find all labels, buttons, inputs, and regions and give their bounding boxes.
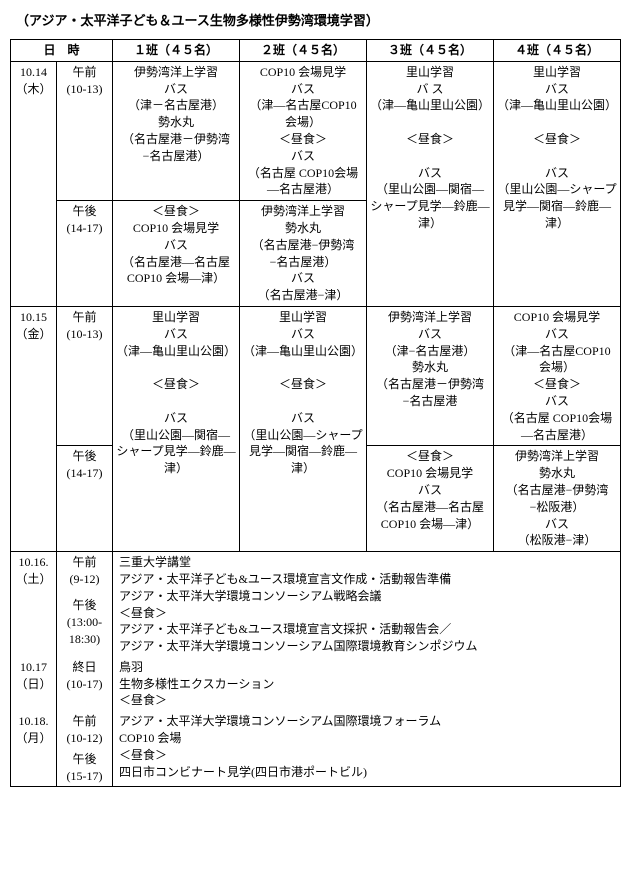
head-g1: １班（４５名） xyxy=(113,40,240,62)
head-datetime: 日 時 xyxy=(11,40,113,62)
cell-1018-body: アジア・太平洋大学環境コンソーシアム国際環境フォーラムCOP10 会場＜昼食＞四… xyxy=(113,711,621,787)
page-title: （アジア・太平洋子ども＆ユース生物多様性伊勢湾環境学習） xyxy=(10,10,621,29)
cell-1014-g1-am: 伊勢湾洋上学習バス（津－名古屋港）勢水丸（名古屋港－伊勢湾−名古屋港） xyxy=(113,61,240,200)
row-1017: 10.17（日） 終日(10-17) 鳥羽生物多様性エクスカーション＜昼食＞ xyxy=(11,657,621,711)
date-1018: 10.18.（月） xyxy=(11,711,57,787)
cell-1014-g3: 里山学習バ ス（津―亀山里山公園）＜昼食＞バス（里山公園―関宿―シャープ見学―鈴… xyxy=(366,61,493,306)
time-1018-am: 午前(10-12) xyxy=(57,711,113,749)
cell-1015-g4-pm: 伊勢湾洋上学習勢水丸（名古屋港−伊勢湾−松阪港）バス（松阪港−津） xyxy=(493,446,620,552)
time-1015-pm: 午後(14-17) xyxy=(57,446,113,552)
date-1017: 10.17（日） xyxy=(11,657,57,711)
cell-1014-g4: 里山学習バス（津―亀山里山公園）＜昼食＞バス（里山公園―シャープ見学―関宿―鈴鹿… xyxy=(493,61,620,306)
schedule-table: 日 時 １班（４５名） ２班（４５名） ３班（４５名） ４班（４５名） 10.1… xyxy=(10,39,621,787)
cell-1015-g3-pm: ＜昼食＞COP10 会場見学バス（名古屋港―名古屋 COP10 会場―津） xyxy=(366,446,493,552)
row-1016-am: 10.16.（土） 午前(9-12) 三重大学講堂アジア・太平洋子ども&ユース環… xyxy=(11,552,621,595)
time-1014-pm: 午後(14-17) xyxy=(57,201,113,307)
cell-1014-g2-pm: 伊勢湾洋上学習勢水丸（名古屋港−伊勢湾−名古屋港）バス（名古屋港−津） xyxy=(240,201,367,307)
time-1014-am: 午前(10-13) xyxy=(57,61,113,200)
date-1016: 10.16.（土） xyxy=(11,552,57,657)
cell-1015-g4-am: COP10 会場見学バス（津―名古屋COP10 会場）＜昼食＞バス（名古屋 CO… xyxy=(493,306,620,445)
cell-1017-body: 鳥羽生物多様性エクスカーション＜昼食＞ xyxy=(113,657,621,711)
table-header-row: 日 時 １班（４５名） ２班（４５名） ３班（４５名） ４班（４５名） xyxy=(11,40,621,62)
cell-1015-g2: 里山学習バス（津―亀山里山公園）＜昼食＞バス（里山公園―シャープ見学―関宿―鈴鹿… xyxy=(240,306,367,551)
time-1015-am: 午前(10-13) xyxy=(57,306,113,445)
cell-1016-body: 三重大学講堂アジア・太平洋子ども&ユース環境宣言文作成・活動報告準備アジア・太平… xyxy=(113,552,621,657)
cell-1014-g2-am: COP10 会場見学バス（津―名古屋COP10 会場）＜昼食＞バス（名古屋 CO… xyxy=(240,61,367,200)
head-g2: ２班（４５名） xyxy=(240,40,367,62)
time-1016-am: 午前(9-12) xyxy=(57,552,113,595)
date-1015: 10.15（金） xyxy=(11,306,57,551)
row-1014-am: 10.14（木） 午前(10-13) 伊勢湾洋上学習バス（津－名古屋港）勢水丸（… xyxy=(11,61,621,200)
row-1018-am: 10.18.（月） 午前(10-12) アジア・太平洋大学環境コンソーシアム国際… xyxy=(11,711,621,749)
time-1017: 終日(10-17) xyxy=(57,657,113,711)
cell-1014-g1-pm: ＜昼食＞COP10 会場見学バス（名古屋港―名古屋 COP10 会場―津） xyxy=(113,201,240,307)
time-1018-pm: 午後(15-17) xyxy=(57,749,113,787)
cell-1015-g1: 里山学習バス（津―亀山里山公園）＜昼食＞バス（里山公園―関宿―シャープ見学―鈴鹿… xyxy=(113,306,240,551)
cell-1015-g3-am: 伊勢湾洋上学習バス（津−名古屋港）勢水丸（名古屋港－伊勢湾−名古屋港 xyxy=(366,306,493,445)
head-g4: ４班（４５名） xyxy=(493,40,620,62)
date-1014: 10.14（木） xyxy=(11,61,57,306)
head-g3: ３班（４５名） xyxy=(366,40,493,62)
row-1015-am: 10.15（金） 午前(10-13) 里山学習バス（津―亀山里山公園）＜昼食＞バ… xyxy=(11,306,621,445)
time-1016-pm: 午後(13:00-18:30) xyxy=(57,595,113,657)
